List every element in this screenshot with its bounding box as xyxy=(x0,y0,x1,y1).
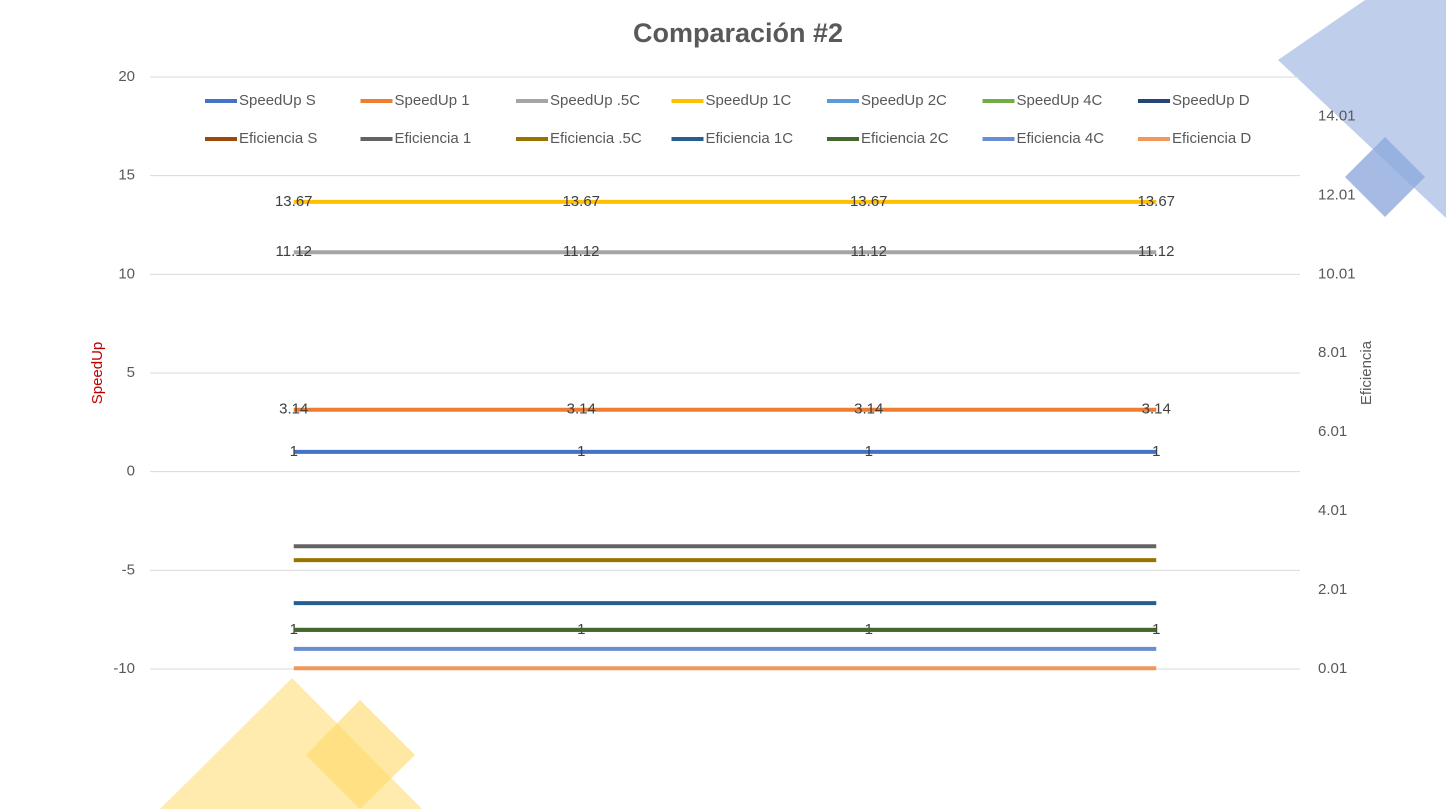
y-tick-label: 10 xyxy=(118,265,135,282)
legend-label: Eficiencia 4C xyxy=(1017,130,1105,147)
data-label: 11.12 xyxy=(276,243,312,260)
data-label: 13.67 xyxy=(850,193,888,210)
y-tick-label: 20 xyxy=(118,68,135,85)
legend-label: SpeedUp .5C xyxy=(550,92,640,109)
data-label: 1 xyxy=(865,443,873,460)
y2-tick-label: 2.01 xyxy=(1318,581,1347,598)
y2-tick-label: 0.01 xyxy=(1318,660,1347,677)
data-label: 13.67 xyxy=(275,193,313,210)
data-label: 13.67 xyxy=(562,193,600,210)
data-label: 11.12 xyxy=(851,243,887,260)
legend-label: Eficiencia 1 xyxy=(395,130,472,147)
y2-tick-label: 6.01 xyxy=(1318,423,1347,440)
data-label: 3.14 xyxy=(1142,401,1171,418)
y-tick-label: 5 xyxy=(127,364,135,381)
y2-tick-label: 10.01 xyxy=(1318,265,1356,282)
y-tick-label: 0 xyxy=(127,463,135,480)
legend-label: Eficiencia 2C xyxy=(861,130,949,147)
y2-tick-label: 4.01 xyxy=(1318,502,1347,519)
legend-label: Eficiencia .5C xyxy=(550,130,642,147)
data-label: 1 xyxy=(577,443,585,460)
data-label: 13.67 xyxy=(1137,193,1175,210)
legend-label: SpeedUp 4C xyxy=(1017,92,1103,109)
legend-label: Eficiencia S xyxy=(239,130,317,147)
y-axis-title: SpeedUp xyxy=(89,342,106,405)
decor-diamond xyxy=(306,700,415,809)
legend-label: Eficiencia D xyxy=(1172,130,1251,147)
data-label: 1 xyxy=(1152,443,1160,460)
y2-tick-label: 8.01 xyxy=(1318,344,1347,361)
legend-label: SpeedUp S xyxy=(239,92,316,109)
legend-label: SpeedUp 1C xyxy=(706,92,792,109)
legend-label: SpeedUp D xyxy=(1172,92,1250,109)
legend-label: SpeedUp 1 xyxy=(395,92,470,109)
y2-tick-label: 14.01 xyxy=(1318,107,1356,124)
data-label: 11.12 xyxy=(1138,243,1174,260)
data-label: 11.12 xyxy=(563,243,599,260)
legend-label: SpeedUp 2C xyxy=(861,92,947,109)
y-tick-label: 15 xyxy=(118,167,135,184)
data-label: 3.14 xyxy=(854,401,883,418)
y2-tick-label: 12.01 xyxy=(1318,186,1356,203)
decor-diamond xyxy=(1345,137,1425,217)
legend-label: Eficiencia 1C xyxy=(706,130,794,147)
y-tick-label: -5 xyxy=(122,561,135,578)
chart-title: Comparación #2 xyxy=(633,18,843,48)
y2-axis-title: Eficiencia xyxy=(1358,340,1375,405)
y-tick-label: -10 xyxy=(113,660,135,677)
data-label: 3.14 xyxy=(567,401,596,418)
data-label: 3.14 xyxy=(279,401,308,418)
data-label: 1 xyxy=(290,443,298,460)
